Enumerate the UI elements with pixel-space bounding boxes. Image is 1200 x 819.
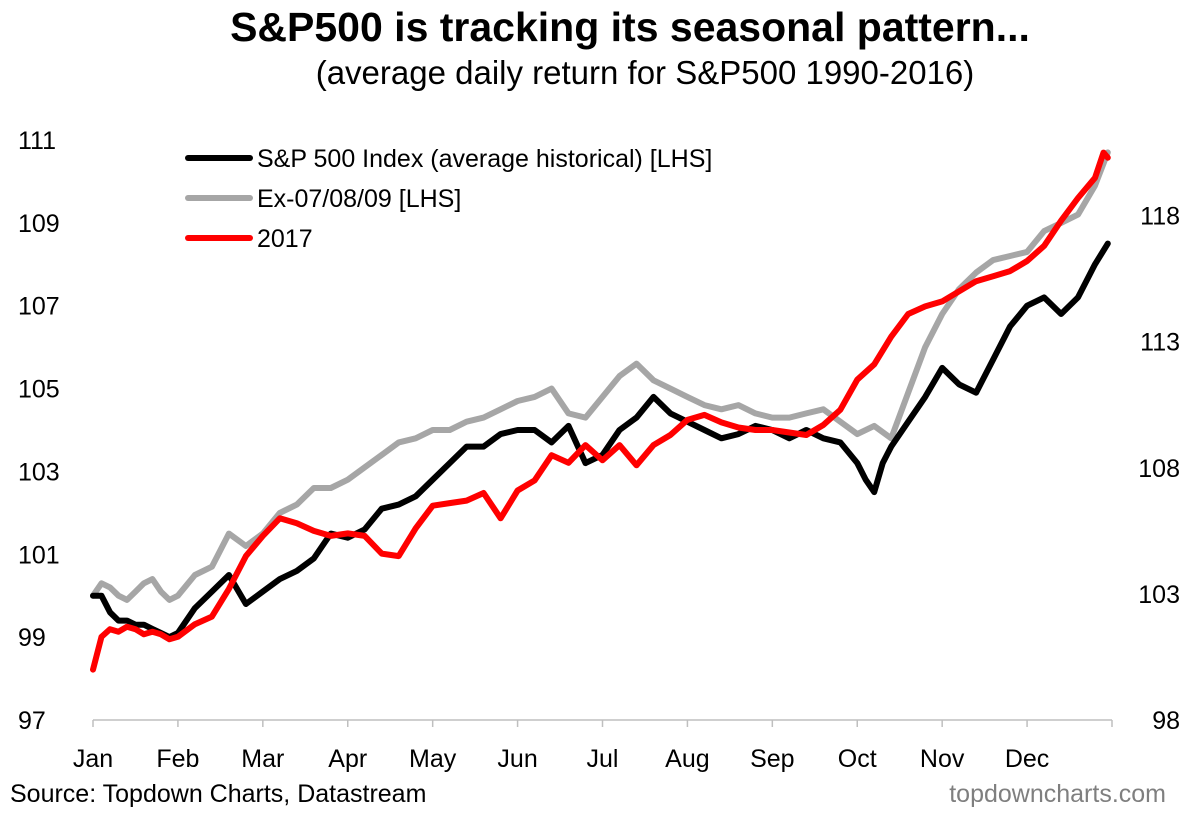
series-line-1 xyxy=(90,149,1111,603)
x-tick-label: Aug xyxy=(665,745,709,773)
series-line-2 xyxy=(90,149,1111,673)
left-y-tick-label: 99 xyxy=(18,624,46,652)
legend-label: Ex-07/08/09 [LHS] xyxy=(257,185,461,213)
x-tick-label: Feb xyxy=(156,745,199,773)
legend-label: 2017 xyxy=(257,225,313,253)
left-y-tick-label: 105 xyxy=(18,376,60,404)
left-y-tick-label: 107 xyxy=(18,293,60,321)
x-tick-label: Jul xyxy=(587,745,619,773)
left-y-tick-label: 101 xyxy=(18,541,60,569)
right-y-tick-label: 113 xyxy=(1140,329,1180,357)
left-y-tick-label: 111 xyxy=(18,127,56,155)
chart-subtitle: (average daily return for S&P500 1990-20… xyxy=(315,54,975,91)
axes-group: Jan Feb Mar Apr May Jun Jul Aug Sep Oct Nov Dec 97 99… xyxy=(18,127,1180,773)
x-tick-label: Jan xyxy=(73,745,113,773)
x-tick-label: Apr xyxy=(328,745,367,773)
x-tick-label: Oct xyxy=(838,745,877,773)
left-y-tick-label: 103 xyxy=(18,458,60,486)
right-y-tick-label: 108 xyxy=(1138,455,1180,483)
x-tick-label: May xyxy=(409,745,457,773)
right-y-tick-label: 118 xyxy=(1140,203,1180,231)
chart-title: S&P500 is tracking its seasonal pattern.… xyxy=(230,4,1030,50)
source-note: Source: Topdown Charts, Datastream xyxy=(10,780,427,808)
brand-watermark: topdowncharts.com xyxy=(949,780,1166,808)
x-tick-label: Sep xyxy=(750,745,794,773)
right-y-tick-label: 98 xyxy=(1152,707,1180,735)
left-y-tick-label: 97 xyxy=(18,707,46,735)
right-y-tick-label: 103 xyxy=(1138,581,1180,609)
legend-label: S&P 500 Index (average historical) [LHS] xyxy=(257,145,712,173)
series-group xyxy=(90,149,1111,673)
left-y-tick-label: 109 xyxy=(18,210,60,238)
legend: S&P 500 Index (average historical) [LHS]… xyxy=(185,145,712,253)
x-tick-label: Nov xyxy=(920,745,965,773)
x-tick-label: Mar xyxy=(241,745,284,773)
x-tick-label: Dec xyxy=(1005,745,1049,773)
series-line-0 xyxy=(90,240,1111,641)
x-tick-label: Jun xyxy=(497,745,537,773)
